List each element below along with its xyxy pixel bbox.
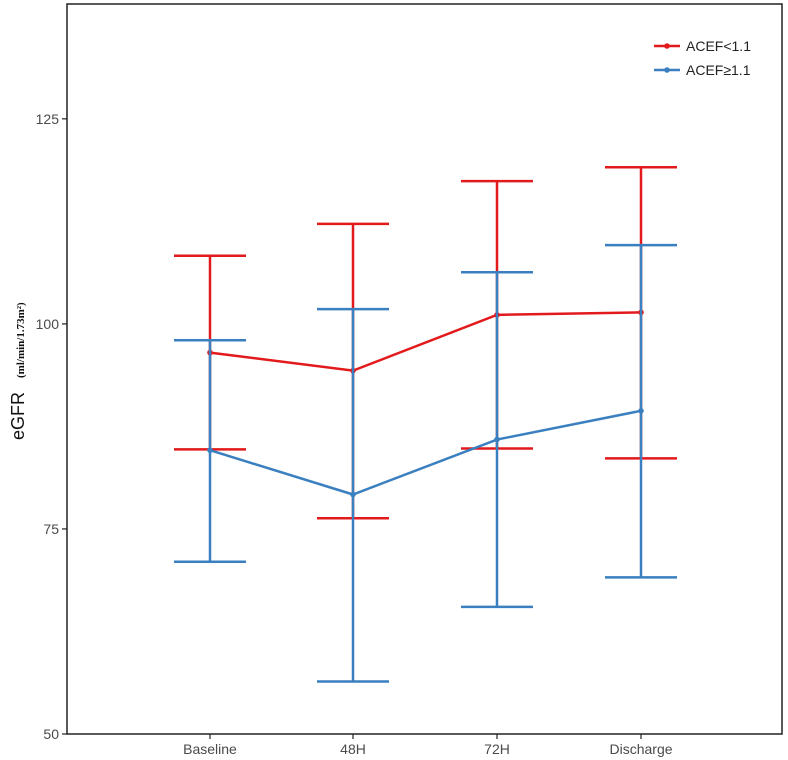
y-tick-label: 125: [36, 111, 60, 127]
data-point: [350, 491, 356, 498]
legend: ACEF<1.1 ACEF≥1.1: [654, 38, 751, 78]
x-tick-label: Baseline: [183, 741, 237, 757]
x-tick-label: Discharge: [609, 741, 672, 757]
legend-swatch-point: [664, 67, 670, 73]
series-2: [174, 243, 677, 683]
x-tick-label: 48H: [340, 741, 366, 757]
data-point: [207, 447, 213, 454]
y-axis: 50 75 100 125: [36, 111, 67, 742]
series-line: [209, 311, 642, 372]
y-tick-label: 75: [43, 521, 59, 537]
series: [174, 165, 677, 683]
x-tick-label: 72H: [484, 741, 510, 757]
x-axis: Baseline 48H 72H Discharge: [183, 734, 673, 757]
plot-panel: [66, 3, 783, 735]
legend-item: ACEF<1.1: [654, 38, 751, 54]
legend-item: ACEF≥1.1: [654, 62, 751, 78]
y-axis-title-units: (ml/min/1.73m²): [15, 302, 27, 378]
legend-label: ACEF≥1.1: [686, 62, 751, 78]
legend-swatch-point: [664, 43, 670, 49]
data-point: [638, 408, 644, 414]
series-line: [209, 409, 642, 496]
y-axis-title: eGFR (ml/min/1.73m²): [8, 302, 28, 440]
y-tick-label: 100: [36, 316, 60, 332]
y-tick-label: 50: [43, 726, 59, 742]
legend-label: ACEF<1.1: [686, 38, 751, 54]
data-point: [494, 436, 500, 443]
y-axis-title-main: eGFR: [8, 392, 28, 440]
